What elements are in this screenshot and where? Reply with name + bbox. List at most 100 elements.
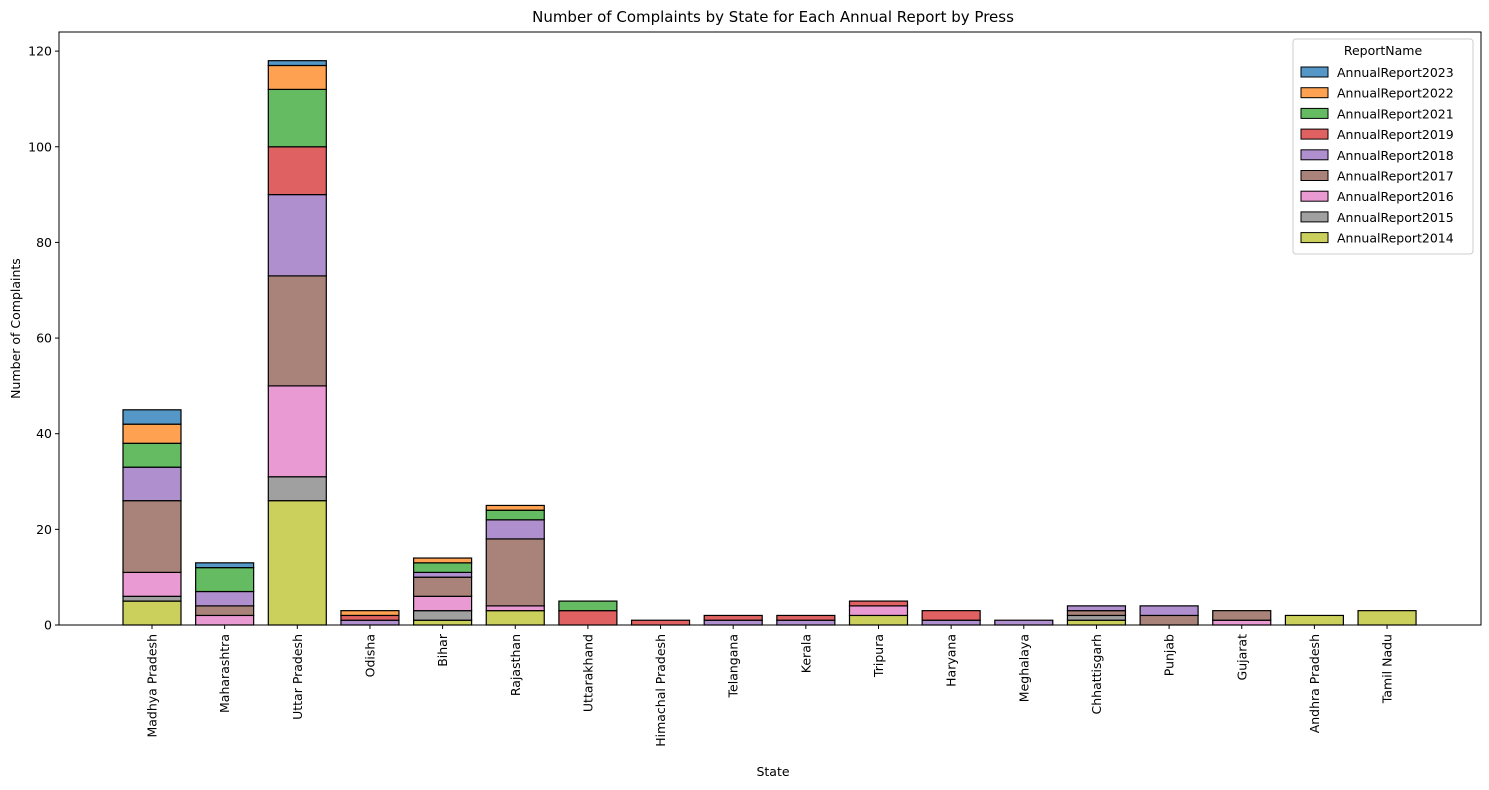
chart-title: Number of Complaints by State for Each A… — [532, 8, 1014, 26]
legend-swatch — [1300, 66, 1329, 78]
legend-box — [1292, 38, 1474, 255]
bar-segment — [485, 538, 545, 607]
bar-segment — [413, 610, 473, 621]
legend-label: AnnualReport2018 — [1337, 148, 1454, 163]
bar-segment — [122, 571, 182, 597]
bar-segment — [848, 605, 909, 617]
x-tick-label: Rajasthan — [508, 634, 523, 696]
bar-segment — [267, 194, 327, 277]
bar-segment — [413, 619, 473, 626]
plot-frame — [58, 31, 1482, 626]
x-tick-label: Uttar Pradesh — [290, 634, 305, 720]
bar-segment — [776, 614, 836, 621]
x-tick-label: Punjab — [1162, 634, 1177, 676]
legend-label: AnnualReport2014 — [1337, 231, 1454, 246]
legend-label: AnnualReport2021 — [1337, 106, 1454, 121]
bar-segment — [195, 614, 255, 626]
legend-label: AnnualReport2022 — [1337, 86, 1454, 101]
bar-segment — [267, 275, 327, 387]
y-tick-label: 0 — [44, 618, 52, 633]
x-tick-label: Odisha — [362, 634, 377, 677]
x-tick-label: Madhya Pradesh — [145, 634, 160, 738]
bar-segment — [267, 88, 327, 148]
x-axis: Madhya Pradesh Maharashtra Uttar Pradesh Od… — [145, 625, 1395, 747]
x-tick-label: Himachal Pradesh — [653, 634, 668, 747]
bar-segment — [413, 595, 473, 612]
x-tick-label: Andhra Pradesh — [1307, 634, 1322, 733]
bar-segment — [122, 500, 182, 573]
bar-segment — [195, 567, 255, 593]
bar-segment — [267, 476, 327, 502]
bar-segment — [267, 64, 327, 90]
bar-segment — [340, 610, 400, 617]
legend-swatch — [1300, 190, 1329, 202]
y-axis-label: Number of Complaints — [8, 258, 23, 399]
legend-label: AnnualReport2017 — [1337, 169, 1454, 184]
bar-segment — [122, 595, 182, 602]
bar-segment — [630, 619, 691, 626]
bar-segment — [703, 614, 763, 621]
bars-layer — [122, 60, 1417, 626]
bar-segment — [267, 385, 327, 478]
y-tick-label: 80 — [36, 235, 52, 250]
y-tick-label: 60 — [36, 331, 52, 346]
x-tick-label: Bihar — [435, 633, 450, 667]
bar-segment — [921, 619, 981, 626]
bar-segment — [776, 619, 836, 626]
legend-label: AnnualReport2019 — [1337, 127, 1454, 142]
bar-segment — [1066, 610, 1127, 617]
legend-swatch — [1300, 170, 1329, 181]
bar-segment — [413, 562, 473, 573]
legend: ReportName AnnualReport2023 AnnualReport20… — [1292, 38, 1474, 255]
bar-segment — [267, 146, 327, 196]
bar-segment — [340, 619, 400, 626]
y-axis: 0 20 40 60 80 100 120 — [28, 44, 59, 633]
bar-segment — [485, 519, 545, 540]
x-tick-label: Kerala — [798, 634, 813, 673]
bar-segment — [1066, 614, 1127, 621]
y-tick-label: 120 — [28, 44, 52, 59]
bar-segment — [485, 504, 545, 511]
bar-segment — [1357, 610, 1417, 626]
bar-segment — [921, 610, 981, 621]
bar-segment — [1066, 619, 1127, 626]
x-tick-label: Telangana — [726, 634, 741, 698]
bar-segment — [122, 409, 182, 425]
bar-segment — [340, 614, 400, 621]
legend-swatch — [1300, 87, 1329, 99]
x-tick-label: Tripura — [871, 634, 886, 678]
bar-segment — [122, 466, 182, 502]
bar-segment — [413, 557, 473, 564]
x-tick-label: Uttarakhand — [580, 634, 595, 712]
y-tick-label: 100 — [28, 139, 52, 154]
x-tick-label: Gujarat — [1234, 634, 1249, 681]
x-tick-label: Haryana — [944, 634, 959, 687]
legend-swatch — [1300, 211, 1329, 223]
bar-segment — [122, 423, 182, 444]
bar-segment — [1139, 614, 1199, 626]
legend-swatch — [1300, 149, 1329, 161]
x-tick-label: Maharashtra — [217, 634, 232, 713]
bar-segment — [1212, 619, 1272, 626]
bar-segment — [413, 576, 473, 597]
bar-segment — [267, 500, 327, 626]
bar-segment — [195, 562, 255, 569]
bar-segment — [1139, 605, 1199, 617]
bar-segment — [994, 619, 1054, 626]
bar-segment — [267, 60, 327, 67]
bar-segment — [485, 509, 545, 521]
bar-segment — [122, 442, 182, 468]
bar-segment — [703, 619, 763, 626]
bar-segment — [195, 590, 255, 607]
legend-swatch — [1300, 128, 1329, 140]
bar-segment — [848, 614, 909, 626]
bar-segment — [1284, 614, 1345, 626]
bar-segment — [848, 600, 909, 607]
bar-segment — [195, 605, 255, 617]
bar-segment — [485, 610, 545, 626]
bar-segment — [1066, 605, 1127, 612]
x-axis-label: State — [756, 764, 789, 779]
legend-title: ReportName — [1344, 43, 1423, 58]
x-tick-label: Tamil Nadu — [1380, 634, 1395, 704]
x-tick-label: Meghalaya — [1016, 634, 1031, 702]
